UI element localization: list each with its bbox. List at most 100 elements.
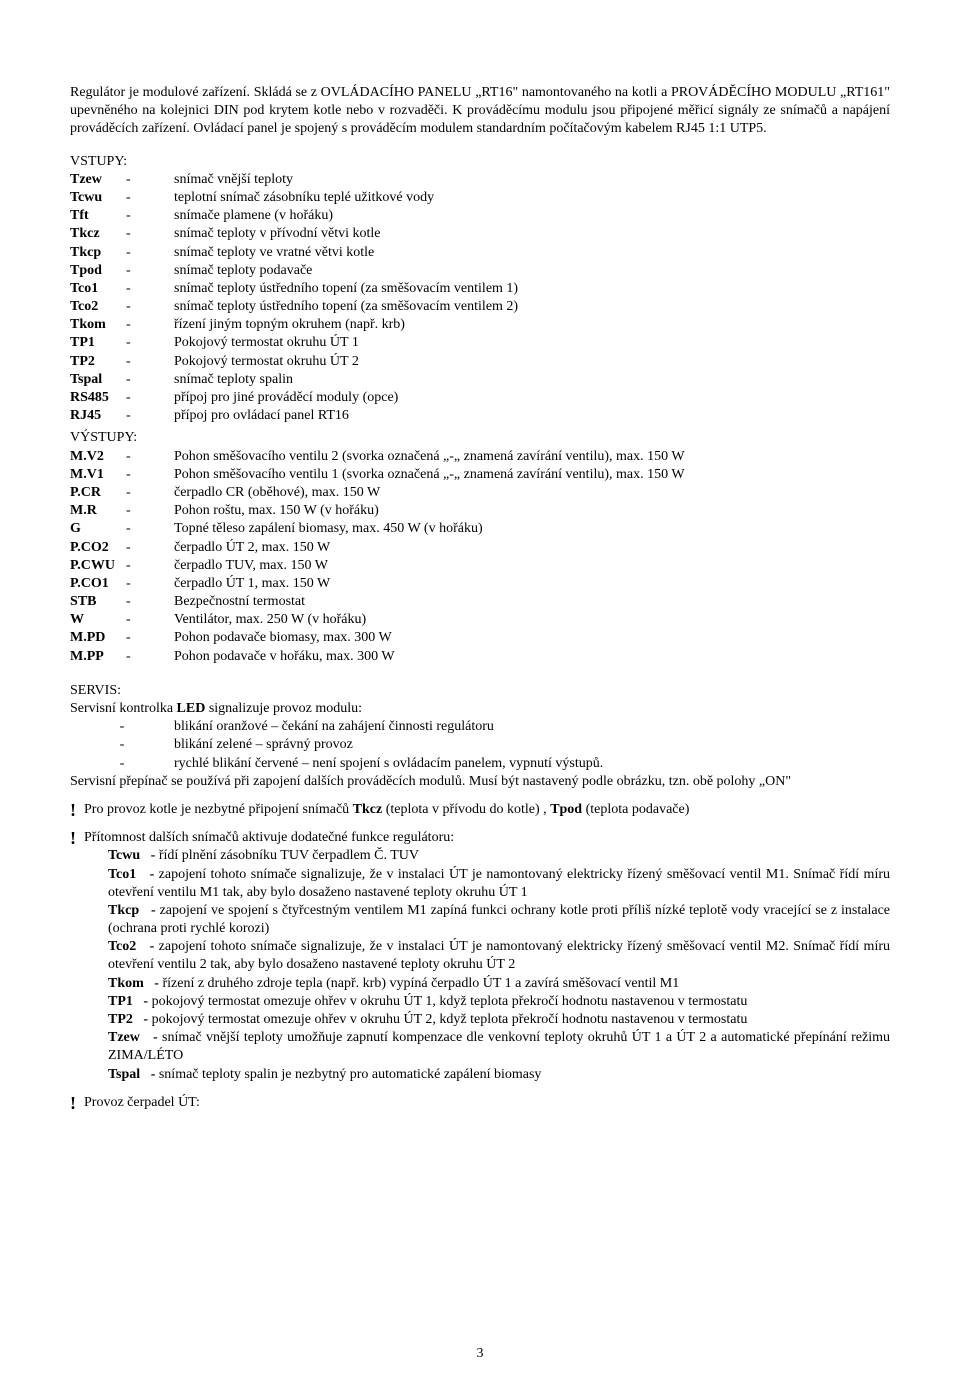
io-row: Tkcz-snímač teploty v přívodní větvi kot…: [70, 225, 890, 243]
io-label: P.CR: [70, 484, 126, 502]
servis-line2: Servisní přepínač se používá při zapojen…: [70, 773, 890, 791]
servis-label: SERVIS:: [70, 682, 890, 700]
io-label: G: [70, 520, 126, 538]
io-desc: snímač teploty podavače: [138, 262, 890, 280]
bullet-dash: -: [70, 736, 174, 754]
io-row: M.PD-Pohon podavače biomasy, max. 300 W: [70, 629, 890, 647]
exclamation-icon: !: [70, 1094, 84, 1112]
io-desc: teplotní snímač zásobníku teplé užitkové…: [138, 189, 890, 207]
io-dash: -: [126, 539, 138, 557]
io-desc: Pokojový termostat okruhu ÚT 2: [138, 353, 890, 371]
io-label: M.PP: [70, 648, 126, 666]
io-label: M.V2: [70, 448, 126, 466]
sensor-line: TP2 - pokojový termostat omezuje ohřev v…: [108, 1011, 890, 1029]
io-row: M.PP-Pohon podavače v hořáku, max. 300 W: [70, 648, 890, 666]
io-dash: -: [126, 371, 138, 389]
io-desc: Ventilátor, max. 250 W (v hořáku): [138, 611, 890, 629]
sensor-descriptions: Tcwu - řídí plnění zásobníku TUV čerpadl…: [70, 847, 890, 1083]
io-dash: -: [126, 244, 138, 262]
io-dash: -: [126, 353, 138, 371]
intro-paragraph: Regulátor je modulové zařízení. Skládá s…: [70, 84, 890, 139]
io-row: Tzew-snímač vnější teploty: [70, 171, 890, 189]
sensor-line: Tzew - snímač vnější teploty umožňuje za…: [108, 1029, 890, 1065]
io-dash: -: [126, 593, 138, 611]
io-dash: -: [126, 466, 138, 484]
io-label: M.R: [70, 502, 126, 520]
io-desc: čerpadlo ÚT 2, max. 150 W: [138, 539, 890, 557]
io-label: M.PD: [70, 629, 126, 647]
sensor-name: Tco2: [108, 939, 136, 954]
sensor-line: Tcwu - řídí plnění zásobníku TUV čerpadl…: [108, 847, 890, 865]
sensor-line: Tco1 - zapojení tohoto snímače signalizu…: [108, 866, 890, 902]
io-dash: -: [126, 298, 138, 316]
io-row: Tkcp-snímač teploty ve vratné větvi kotl…: [70, 244, 890, 262]
page-number: 3: [0, 1345, 960, 1363]
io-label: P.CWU: [70, 557, 126, 575]
io-dash: -: [126, 171, 138, 189]
warning-1: ! Pro provoz kotle je nezbytné připojení…: [70, 801, 890, 819]
page: Regulátor je modulové zařízení. Skládá s…: [0, 0, 960, 1393]
io-dash: -: [126, 225, 138, 243]
io-dash: -: [126, 557, 138, 575]
sensor-name: Tkcp: [108, 903, 139, 918]
io-dash: -: [126, 575, 138, 593]
io-row: P.CR-čerpadlo CR (oběhové), max. 150 W: [70, 484, 890, 502]
io-label: Tkcp: [70, 244, 126, 262]
io-row: RS485-přípoj pro jiné prováděcí moduly (…: [70, 389, 890, 407]
io-desc: snímač teploty ústředního topení (za smě…: [138, 280, 890, 298]
io-label: Tzew: [70, 171, 126, 189]
io-desc: čerpadlo ÚT 1, max. 150 W: [138, 575, 890, 593]
io-dash: -: [126, 629, 138, 647]
io-row: M.V1-Pohon směšovacího ventilu 1 (svorka…: [70, 466, 890, 484]
io-desc: Pohon podavače biomasy, max. 300 W: [138, 629, 890, 647]
io-dash: -: [126, 207, 138, 225]
sensor-line: Tkom - řízení z druhého zdroje tepla (na…: [108, 975, 890, 993]
bullet-row: -blikání zelené – správný provoz: [70, 736, 890, 754]
io-label: P.CO1: [70, 575, 126, 593]
sensor-name: Tco1: [108, 867, 136, 882]
io-dash: -: [126, 189, 138, 207]
io-label: RS485: [70, 389, 126, 407]
io-desc: Pohon směšovacího ventilu 2 (svorka ozna…: [138, 448, 890, 466]
bullet-text: blikání oranžové – čekání na zahájení či…: [174, 718, 890, 736]
io-desc: snímač teploty v přívodní větvi kotle: [138, 225, 890, 243]
io-dash: -: [126, 316, 138, 334]
io-label: Tcwu: [70, 189, 126, 207]
io-row: TP2-Pokojový termostat okruhu ÚT 2: [70, 353, 890, 371]
io-row: TP1-Pokojový termostat okruhu ÚT 1: [70, 334, 890, 352]
inputs-list: Tzew-snímač vnější teplotyTcwu-teplotní …: [70, 171, 890, 426]
io-row: Tco2-snímač teploty ústředního topení (z…: [70, 298, 890, 316]
io-label: Tco2: [70, 298, 126, 316]
sensor-line: Tkcp - zapojení ve spojení s čtyřcestným…: [108, 902, 890, 938]
servis-line1: Servisní kontrolka LED signalizuje provo…: [70, 700, 890, 718]
io-label: Tco1: [70, 280, 126, 298]
sensor-name: TP1: [108, 994, 133, 1009]
bullet-row: -blikání oranžové – čekání na zahájení č…: [70, 718, 890, 736]
io-desc: Pohon podavače v hořáku, max. 300 W: [138, 648, 890, 666]
io-desc: Bezpečnostní termostat: [138, 593, 890, 611]
bullet-text: rychlé blikání červené – není spojení s …: [174, 755, 890, 773]
io-row: RJ45-přípoj pro ovládací panel RT16: [70, 407, 890, 425]
io-row: M.R-Pohon roštu, max. 150 W (v hořáku): [70, 502, 890, 520]
io-dash: -: [126, 648, 138, 666]
bullet-text: blikání zelené – správný provoz: [174, 736, 890, 754]
io-label: STB: [70, 593, 126, 611]
bullet-dash: -: [70, 755, 174, 773]
io-row: Tspal-snímač teploty spalin: [70, 371, 890, 389]
servis-bullets: -blikání oranžové – čekání na zahájení č…: [70, 718, 890, 773]
bullet-row: -rychlé blikání červené – není spojení s…: [70, 755, 890, 773]
sensor-name: Tcwu: [108, 848, 140, 863]
io-row: P.CO1-čerpadlo ÚT 1, max. 150 W: [70, 575, 890, 593]
sensor-name: Tzew: [108, 1030, 140, 1045]
io-label: M.V1: [70, 466, 126, 484]
bullet-dash: -: [70, 718, 174, 736]
io-dash: -: [126, 520, 138, 538]
io-dash: -: [126, 502, 138, 520]
io-row: M.V2-Pohon směšovacího ventilu 2 (svorka…: [70, 448, 890, 466]
sensor-line: Tspal - snímač teploty spalin je nezbytn…: [108, 1066, 890, 1084]
io-row: STB-Bezpečnostní termostat: [70, 593, 890, 611]
io-desc: přípoj pro jiné prováděcí moduly (opce): [138, 389, 890, 407]
io-dash: -: [126, 262, 138, 280]
io-label: Tft: [70, 207, 126, 225]
io-label: W: [70, 611, 126, 629]
